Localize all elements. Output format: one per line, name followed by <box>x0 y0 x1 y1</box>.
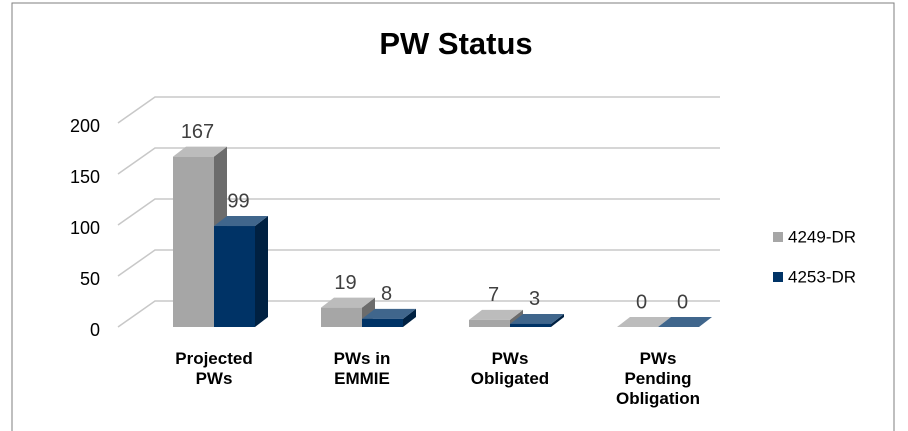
y-tick-label: 100 <box>70 218 100 238</box>
bar-side <box>551 313 564 327</box>
legend-label: 4253-DR <box>788 267 856 286</box>
legend-label: 4249-DR <box>788 227 856 246</box>
bar-top <box>362 308 416 319</box>
legend-swatch <box>773 232 783 242</box>
legend-swatch <box>773 272 783 282</box>
grid-line <box>117 147 720 175</box>
chart-border <box>11 2 895 431</box>
grid-line <box>117 96 720 124</box>
bar <box>469 319 510 327</box>
x-tick-label: PWs in EMMIE <box>333 349 391 388</box>
bar <box>321 307 362 327</box>
grid-line <box>117 249 720 277</box>
data-label: 167 <box>181 121 214 143</box>
bar <box>214 226 255 327</box>
data-label: 7 <box>488 284 499 306</box>
y-tick-label: 150 <box>70 167 100 187</box>
bar <box>173 156 214 327</box>
bar-side <box>403 308 416 327</box>
chart-title: PW Status <box>379 26 532 61</box>
bar-top <box>214 216 268 227</box>
bar-top <box>617 317 671 327</box>
bar-top <box>469 309 523 320</box>
data-label: 3 <box>529 288 540 310</box>
bar-top <box>173 146 227 157</box>
data-label: 99 <box>227 190 249 212</box>
data-label: 0 <box>636 291 647 313</box>
bar-top <box>658 317 712 327</box>
bar <box>362 318 403 327</box>
bar-top <box>321 297 375 308</box>
bar-top <box>510 313 564 324</box>
data-label: 8 <box>381 283 392 305</box>
x-tick-label: Projected PWs <box>175 349 253 388</box>
data-label: 0 <box>677 291 688 313</box>
grid-line <box>117 300 720 328</box>
grid-line <box>117 198 720 226</box>
x-tick-label: PWs Obligated <box>470 349 550 388</box>
data-label: 19 <box>334 272 356 294</box>
y-tick-label: 200 <box>70 116 100 136</box>
y-tick-label: 50 <box>80 269 100 289</box>
x-tick-label: PWs Pending Obligation <box>615 349 701 408</box>
bar-side <box>255 216 268 327</box>
y-tick-label: 0 <box>90 320 100 340</box>
bar <box>510 323 551 327</box>
